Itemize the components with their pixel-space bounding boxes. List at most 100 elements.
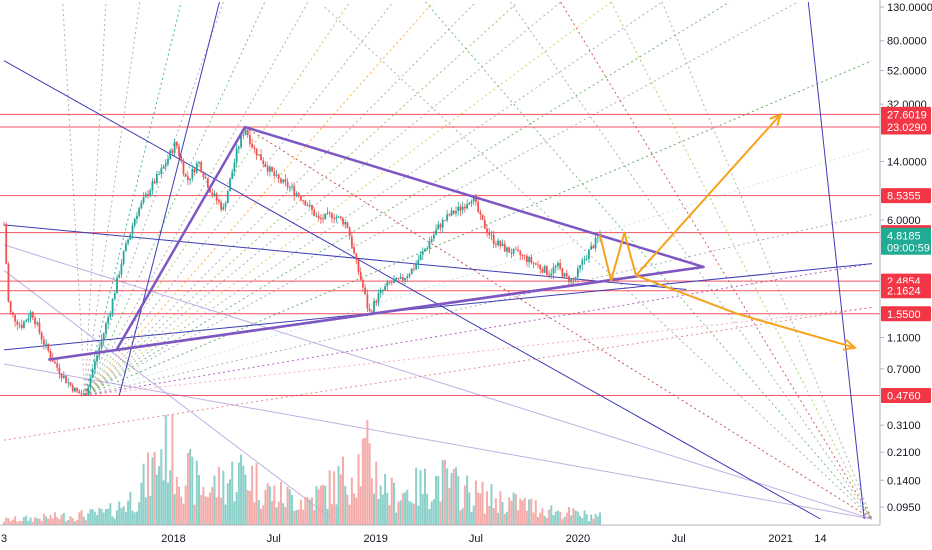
- candle-body: [74, 387, 76, 392]
- candle-body: [373, 300, 375, 313]
- candle-body: [428, 241, 431, 249]
- volume-bar: [87, 513, 90, 525]
- candle-body: [596, 237, 599, 239]
- volume-bar: [565, 512, 568, 525]
- candle-body: [62, 375, 65, 378]
- candle-body: [23, 321, 25, 329]
- candle-body: [486, 228, 488, 233]
- volume-bar: [20, 521, 23, 525]
- candle-body: [136, 215, 138, 219]
- candle-body: [333, 218, 336, 219]
- candle-body: [581, 260, 584, 266]
- candle-body: [167, 158, 169, 165]
- candle-body: [446, 214, 449, 221]
- projection-arrowhead: [769, 112, 783, 126]
- candle-body: [9, 301, 12, 313]
- candle-body: [58, 367, 61, 374]
- candle-body: [483, 219, 486, 229]
- volume-bars: [3, 415, 602, 525]
- level-badge-background: [881, 119, 931, 135]
- level-badge: 27.6019: [887, 109, 927, 121]
- candle-body: [406, 276, 409, 279]
- volume-bar: [437, 476, 440, 525]
- time-axis-background: [0, 525, 932, 550]
- volume-bar: [279, 481, 282, 525]
- candle-body: [592, 245, 595, 249]
- volume-bar: [415, 467, 418, 525]
- candle-body: [488, 232, 491, 235]
- volume-bar: [532, 512, 535, 525]
- volume-bar: [235, 491, 238, 525]
- candle-body: [45, 343, 47, 345]
- candle-body: [559, 262, 562, 269]
- candle-body: [426, 248, 429, 250]
- volume-bar: [109, 503, 112, 525]
- candle-body: [475, 196, 477, 202]
- level-badge-background: [881, 283, 931, 299]
- time-tick-label: 2020: [566, 533, 590, 545]
- volume-bar: [42, 513, 45, 525]
- volume-bar: [147, 452, 150, 525]
- volume-bar: [31, 521, 34, 525]
- candle-body: [34, 317, 36, 325]
- candle-body: [284, 179, 287, 182]
- candle-body: [7, 263, 10, 302]
- volume-bar: [594, 514, 597, 525]
- volume-bar: [173, 494, 176, 525]
- candle-body: [49, 350, 52, 358]
- candle-body: [410, 268, 413, 275]
- volume-bar: [82, 516, 85, 525]
- candle-body: [251, 143, 254, 148]
- candle-body: [164, 164, 167, 167]
- volume-bar: [530, 498, 533, 525]
- volume-bar: [523, 498, 526, 525]
- candle-body: [36, 322, 39, 325]
- projection-arrowhead: [842, 339, 858, 351]
- candle-body: [85, 393, 87, 396]
- candle-body: [512, 248, 515, 254]
- volume-bar: [273, 485, 276, 525]
- candle-body: [534, 262, 537, 265]
- candle-body: [127, 239, 129, 244]
- volume-bar: [22, 517, 25, 525]
- volume-bar: [200, 494, 203, 525]
- volume-bar: [76, 520, 79, 525]
- volume-bar: [27, 520, 30, 525]
- candle-body: [175, 141, 178, 147]
- level-badge: 8.5355: [887, 191, 921, 203]
- volume-bar: [446, 468, 449, 525]
- candle-body: [198, 161, 200, 164]
- candle-body: [393, 280, 395, 283]
- volume-bar: [426, 493, 429, 525]
- gann-down-line: [610, 1, 873, 520]
- candle-body: [169, 150, 172, 159]
- volume-bar: [399, 500, 402, 525]
- volume-bar: [313, 510, 316, 525]
- volume-bar: [224, 504, 227, 525]
- candle-body: [319, 218, 322, 220]
- volume-bar: [65, 521, 68, 525]
- candle-body: [585, 258, 588, 260]
- volume-bar: [286, 486, 289, 525]
- volume-bar: [16, 521, 19, 525]
- volume-bar: [80, 510, 83, 525]
- volume-bar: [193, 504, 196, 525]
- level-badge: 1.5500: [887, 309, 921, 321]
- volume-bar: [348, 504, 351, 525]
- volume-bar: [293, 510, 296, 525]
- candle-body: [306, 205, 309, 207]
- candle-body: [401, 277, 404, 281]
- price-tick-label: 80.0000: [887, 36, 927, 48]
- volume-bar: [490, 484, 493, 525]
- projection-path: [635, 274, 856, 349]
- volume-bar: [127, 500, 130, 525]
- volume-bar: [93, 511, 96, 525]
- candle-body: [133, 218, 136, 226]
- time-tick-label: 14: [814, 533, 826, 545]
- volume-bar: [430, 501, 433, 525]
- angle-line: [3, 270, 333, 520]
- volume-bar: [151, 457, 154, 525]
- candle-body: [38, 322, 41, 333]
- volume-bar: [244, 474, 247, 525]
